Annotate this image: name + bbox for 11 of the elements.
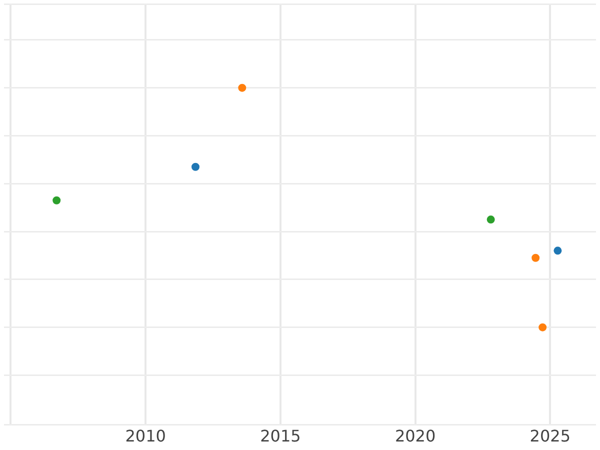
point (554, 246, 562, 255)
point (238, 84, 246, 92)
x-tick-label: 2025 (530, 426, 571, 446)
x-tick-label: 2020 (394, 426, 436, 446)
point (486, 216, 495, 224)
x-tick-label: 2015 (260, 426, 301, 446)
point (191, 162, 200, 171)
x-tick-label: 2010 (125, 426, 166, 446)
point (538, 323, 547, 332)
point (52, 196, 61, 204)
point (532, 254, 540, 262)
